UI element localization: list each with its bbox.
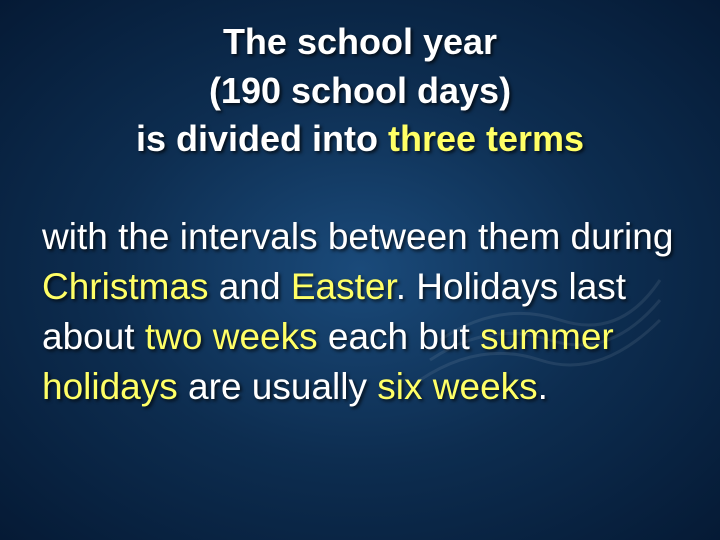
body-highlight-two-weeks: two weeks: [145, 316, 318, 357]
heading-line-3: is divided into three terms: [0, 115, 720, 164]
heading-line-3-normal: is divided into: [136, 118, 388, 159]
heading-line-1: The school year: [0, 18, 720, 67]
heading-line-2: (190 school days): [0, 67, 720, 116]
background-watermark: [400, 220, 680, 420]
slide-heading: The school year (190 school days) is div…: [0, 0, 720, 164]
body-highlight-christmas: Christmas: [42, 266, 209, 307]
body-text-2: and: [209, 266, 291, 307]
heading-line-3-highlight: three terms: [388, 118, 584, 159]
body-text-5: are usually: [178, 366, 378, 407]
body-highlight-easter: Easter: [291, 266, 396, 307]
